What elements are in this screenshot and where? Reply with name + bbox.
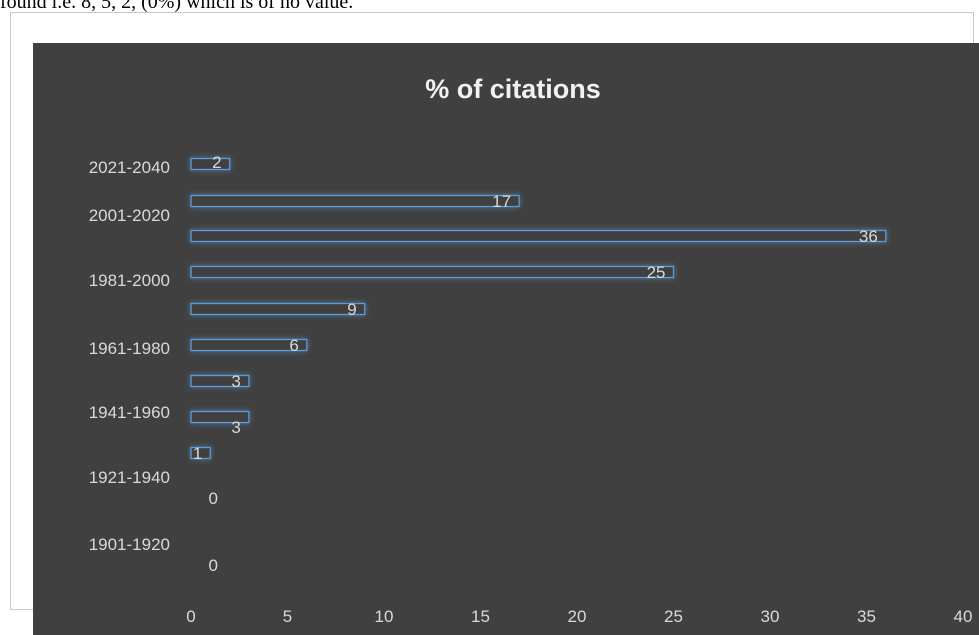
bar bbox=[190, 265, 675, 279]
y-tick-label: 1941-1960 bbox=[89, 403, 170, 422]
x-tick-label: 0 bbox=[186, 607, 195, 626]
data-label: 6 bbox=[289, 336, 298, 355]
x-tick-label: 25 bbox=[664, 607, 683, 626]
x-tick-label: 30 bbox=[761, 607, 780, 626]
bar bbox=[190, 446, 211, 460]
chart-title: % of citations bbox=[425, 74, 601, 104]
chart-area: % of citations 2 17 36 25 9 6 3 3 1 0 0 2021-2040 2… bbox=[33, 43, 979, 635]
data-label: 36 bbox=[859, 227, 878, 246]
data-label: 2 bbox=[212, 153, 221, 172]
data-label: 3 bbox=[231, 372, 240, 391]
bar bbox=[190, 229, 887, 243]
bar bbox=[190, 410, 250, 424]
y-tick-label: 2001-2020 bbox=[89, 206, 170, 225]
y-tick-label: 1921-1940 bbox=[89, 468, 170, 487]
y-tick-label: 1961-1980 bbox=[89, 339, 170, 358]
x-tick-label: 5 bbox=[283, 607, 292, 626]
y-tick-label: 2021-2040 bbox=[89, 158, 170, 177]
x-tick-label: 35 bbox=[857, 607, 876, 626]
data-label: 0 bbox=[209, 489, 218, 508]
bar bbox=[190, 302, 366, 316]
top-text: found i.e. 8, 5, 2, (0%) which is of no … bbox=[0, 0, 354, 13]
bar bbox=[190, 374, 250, 388]
data-label: 0 bbox=[209, 556, 218, 575]
bar bbox=[190, 338, 308, 352]
data-label: 1 bbox=[193, 444, 202, 463]
bar bbox=[190, 157, 231, 171]
y-tick-label: 1981-2000 bbox=[89, 271, 170, 290]
bar bbox=[190, 194, 520, 208]
x-tick-label: 15 bbox=[471, 607, 490, 626]
x-tick-label: 20 bbox=[568, 607, 587, 626]
data-label: 17 bbox=[492, 192, 511, 211]
y-tick-label: 1901-1920 bbox=[89, 535, 170, 554]
data-label: 3 bbox=[231, 418, 240, 437]
x-tick-label: 10 bbox=[375, 607, 394, 626]
data-label: 9 bbox=[347, 300, 356, 319]
x-tick-label: 40 bbox=[954, 607, 973, 626]
data-label: 25 bbox=[647, 263, 666, 282]
